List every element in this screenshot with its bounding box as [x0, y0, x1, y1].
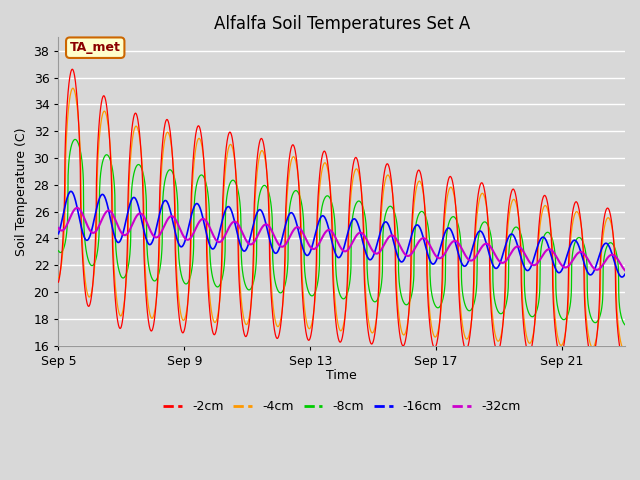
Text: TA_met: TA_met [70, 41, 121, 54]
Legend: -2cm, -4cm, -8cm, -16cm, -32cm: -2cm, -4cm, -8cm, -16cm, -32cm [158, 395, 525, 418]
X-axis label: Time: Time [326, 369, 357, 382]
Y-axis label: Soil Temperature (C): Soil Temperature (C) [15, 127, 28, 256]
Title: Alfalfa Soil Temperatures Set A: Alfalfa Soil Temperatures Set A [214, 15, 470, 33]
